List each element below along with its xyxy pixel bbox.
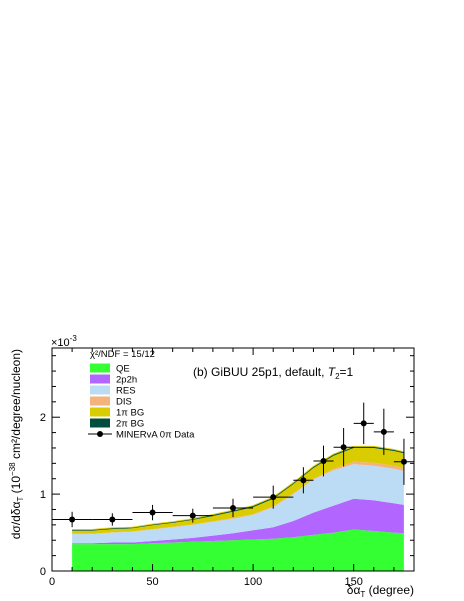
legend-item-2p2h: 2p2h <box>90 374 137 386</box>
legend-label: DIS <box>116 397 132 408</box>
legend-swatch <box>90 385 110 395</box>
data-point-marker <box>400 458 407 465</box>
data-point <box>393 438 414 485</box>
data-point <box>253 485 294 509</box>
y-axis-label-sub: T <box>16 497 25 502</box>
legend-label: 2p2h <box>116 375 137 386</box>
data-point <box>333 427 354 467</box>
x-tick-label: 100 <box>244 576 262 588</box>
legend-label: QE <box>116 364 130 375</box>
legend-item-minerva-0pi-data: MINERvA 0π Data <box>88 430 195 441</box>
data-point-marker <box>189 512 196 519</box>
data-point-marker <box>380 428 387 435</box>
legend-swatch <box>90 418 110 428</box>
panel-label-sub: 2 <box>335 372 340 381</box>
y-axis-label: dσ/dδαT (10−38 cm²/degree/nucleon) <box>8 349 25 539</box>
data-point <box>373 408 394 455</box>
data-point-marker <box>270 494 277 501</box>
area-qe <box>72 529 404 571</box>
area-2p2h <box>72 498 404 545</box>
y-exponent-base: ×10 <box>51 337 70 349</box>
y-tick-label: 1 <box>40 489 46 501</box>
x-tick-label: 0 <box>49 576 55 588</box>
data-point-marker <box>230 504 236 511</box>
data-point <box>172 508 213 523</box>
legend-label: 1π BG <box>116 408 144 419</box>
x-tick-label: 50 <box>146 576 158 588</box>
data-point-marker <box>69 516 76 523</box>
y-axis-label-p3: cm²/degree/nucleon) <box>9 349 23 462</box>
data-point <box>52 511 93 528</box>
data-points <box>52 402 414 528</box>
area-1pi-bg <box>72 448 404 534</box>
data-point <box>92 513 133 526</box>
panel-label: (b) GiBUU 25p1, default, T2=1 <box>193 365 354 381</box>
legend-swatch <box>90 374 110 384</box>
y-tick-label: 2 <box>40 412 46 424</box>
data-point-marker <box>109 516 116 523</box>
data-point-marker <box>300 477 307 484</box>
legend-item-2pi-bg: 2π BG <box>90 418 144 430</box>
legend-label: RES <box>116 386 136 397</box>
data-point <box>293 467 314 494</box>
y-axis-label-p1: dσ/dδα <box>9 501 23 539</box>
legend-item-qe: QE <box>90 363 130 375</box>
y-exponent-label: ×10-3 <box>51 334 77 349</box>
axis-ticks: 0 50 100 150 0 1 2 <box>40 348 414 588</box>
legend-item-dis: DIS <box>90 396 132 408</box>
legend-item-1pi-bg: 1π BG <box>90 407 144 419</box>
legend-swatch <box>90 407 110 417</box>
x-tick-label: 150 <box>344 576 362 588</box>
legend-label: 2π BG <box>116 419 144 430</box>
data-point-marker <box>340 444 347 451</box>
y-exponent-power: -3 <box>70 334 78 343</box>
panel-label-tail: =1 <box>340 365 354 379</box>
data-point <box>132 504 173 521</box>
x-axis-label-sub: T <box>360 590 365 599</box>
legend-swatch <box>90 396 110 406</box>
x-axis-label: δαT (degree) <box>347 583 414 599</box>
data-point <box>353 402 374 445</box>
y-axis-label-p2: (10 <box>9 476 23 497</box>
data-point <box>212 498 254 518</box>
y-tick-label: 0 <box>40 566 46 578</box>
data-point-marker <box>360 420 367 427</box>
area-res <box>72 464 404 544</box>
y-axis-label-sup: −38 <box>8 462 17 476</box>
x-axis-label-unit: (degree) <box>365 583 414 597</box>
x-axis-label-base: δα <box>347 583 361 597</box>
panel-label-main: (b) GiBUU 25p1, default, <box>193 365 328 379</box>
legend-swatch <box>90 363 110 373</box>
data-point-marker <box>320 458 327 465</box>
data-point-marker <box>149 509 156 516</box>
data-point <box>313 445 334 477</box>
legend-item-res: RES <box>90 385 136 397</box>
chi2-label: χ²/NDF = 15/12 <box>90 349 155 360</box>
legend-label: MINERvA 0π Data <box>116 430 195 441</box>
panel-label-var: T <box>328 365 337 379</box>
legend-marker <box>97 431 103 437</box>
